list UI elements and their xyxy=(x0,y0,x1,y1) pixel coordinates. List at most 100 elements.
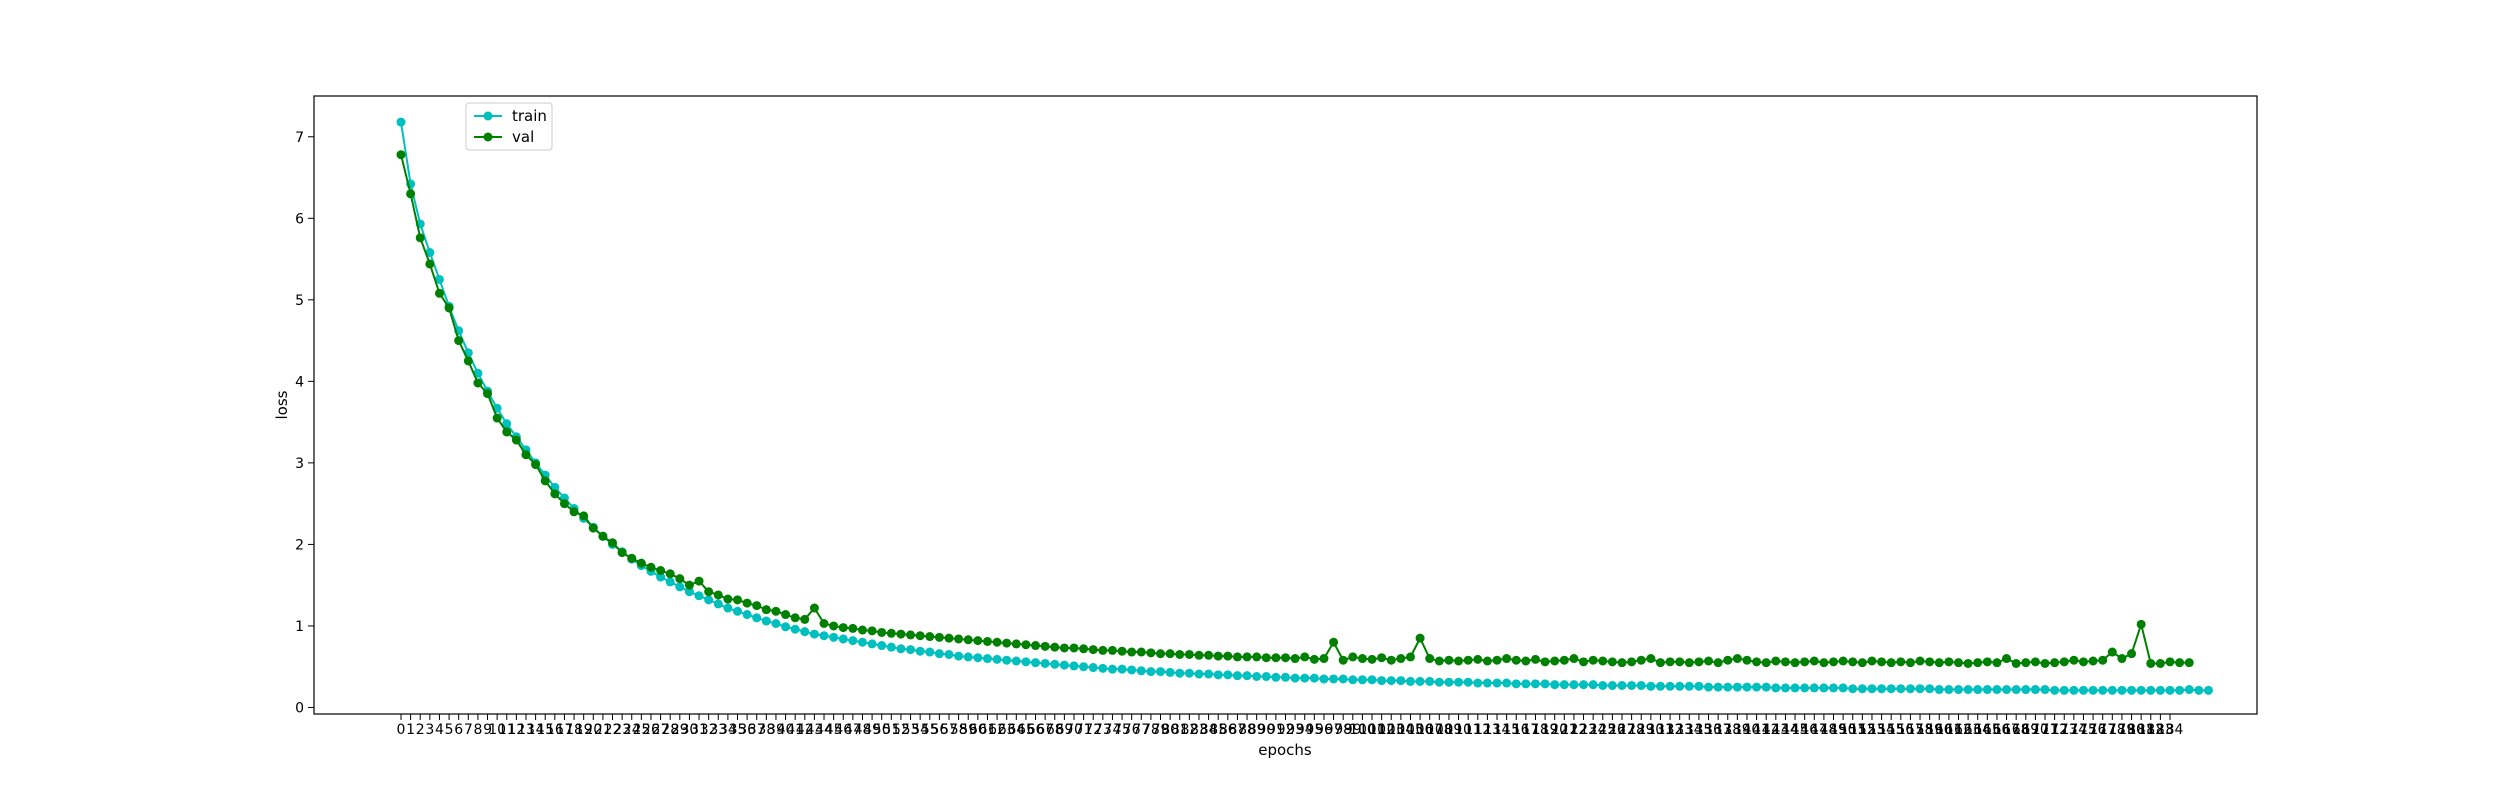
x-tick-label: 80 xyxy=(1161,722,1179,738)
x-tick-label: 19 xyxy=(575,722,593,738)
data-point-train xyxy=(1896,684,1906,694)
x-tick-label: 122 xyxy=(1561,722,1588,738)
x-tick-label: 59 xyxy=(959,722,977,738)
data-point-train xyxy=(1415,676,1425,686)
x-tick-label: 128 xyxy=(1618,722,1645,738)
data-point-val xyxy=(1088,645,1098,655)
data-point-train xyxy=(1107,664,1117,674)
x-tick-label: 181 xyxy=(2128,722,2155,738)
x-tick-label: 99 xyxy=(1344,722,1362,738)
data-point-train xyxy=(829,632,839,642)
x-tick-label: 51 xyxy=(882,722,900,738)
data-point-train xyxy=(2021,685,2031,695)
data-point-val xyxy=(1146,648,1156,658)
data-point-train xyxy=(1329,674,1339,684)
data-point-train xyxy=(1973,685,1983,695)
data-point-val xyxy=(1184,649,1194,659)
data-point-train xyxy=(1405,676,1415,686)
x-tick-label: 108 xyxy=(1426,722,1453,738)
data-point-val xyxy=(790,613,800,623)
data-point-val xyxy=(1973,658,1983,668)
data-point-train xyxy=(1300,673,1310,683)
x-tick-label: 146 xyxy=(1791,722,1818,738)
data-point-val xyxy=(1002,638,1012,648)
x-tick-label: 52 xyxy=(892,722,910,738)
data-point-val xyxy=(684,580,694,590)
x-tick-label: 17 xyxy=(556,722,574,738)
data-point-train xyxy=(1425,676,1435,686)
data-point-train xyxy=(1771,683,1781,693)
data-point-val xyxy=(2002,654,2012,664)
data-point-train xyxy=(781,622,791,632)
data-point-val xyxy=(1665,657,1675,667)
series-train xyxy=(396,117,2213,695)
data-point-val xyxy=(1396,654,1406,664)
data-point-train xyxy=(790,624,800,634)
x-tick-label: 103 xyxy=(1378,722,1405,738)
x-tick-label: 9 xyxy=(483,722,492,738)
data-point-train xyxy=(1953,685,1963,695)
x-tick-label: 180 xyxy=(2118,722,2145,738)
x-tick-label: 178 xyxy=(2099,722,2126,738)
data-point-train xyxy=(1569,680,1579,690)
data-point-val xyxy=(829,621,839,631)
data-point-train xyxy=(723,603,733,613)
y-tick-label: 6 xyxy=(295,211,304,227)
data-point-val xyxy=(444,303,454,313)
data-point-train xyxy=(1915,684,1925,694)
data-point-train xyxy=(1213,670,1223,680)
x-tick-label: 109 xyxy=(1436,722,1463,738)
data-point-val xyxy=(925,632,935,642)
data-point-val xyxy=(761,605,771,615)
x-tick-label: 179 xyxy=(2109,722,2136,738)
data-point-val xyxy=(1117,646,1127,656)
y-tick-label: 0 xyxy=(295,700,304,716)
x-tick-label: 77 xyxy=(1132,722,1150,738)
x-tick-label: 166 xyxy=(1984,722,2011,738)
x-tick-label: 26 xyxy=(642,722,660,738)
x-tick-label: 3 xyxy=(425,722,434,738)
data-point-val xyxy=(1223,651,1233,661)
data-point-val xyxy=(656,566,666,576)
data-point-val xyxy=(1300,652,1310,662)
data-point-train xyxy=(1752,682,1762,692)
data-point-train xyxy=(704,595,714,605)
x-tick-label: 112 xyxy=(1464,722,1491,738)
x-tick-label: 64 xyxy=(1007,722,1025,738)
data-point-train xyxy=(857,637,867,647)
data-point-train xyxy=(694,591,704,601)
x-tick-label: 142 xyxy=(1753,722,1780,738)
data-point-val xyxy=(1569,654,1579,664)
x-tick-label: 123 xyxy=(1570,722,1597,738)
x-tick-label: 124 xyxy=(1580,722,1607,738)
data-point-train xyxy=(1309,673,1319,683)
data-point-train xyxy=(1117,664,1127,674)
x-tick-label: 140 xyxy=(1734,722,1761,738)
data-point-val xyxy=(425,259,435,269)
data-point-val xyxy=(1309,654,1319,664)
x-tick-label: 20 xyxy=(584,722,602,738)
data-point-val xyxy=(1800,657,1810,667)
x-tick-label: 147 xyxy=(1801,722,1828,738)
data-point-val xyxy=(2059,657,2069,667)
data-point-train xyxy=(982,654,992,664)
data-point-val xyxy=(521,450,531,460)
data-point-val xyxy=(1732,654,1742,664)
data-point-train xyxy=(713,599,723,609)
data-point-train xyxy=(2069,685,2079,695)
x-tick-label: 91 xyxy=(1267,722,1285,738)
x-tick-label: 25 xyxy=(632,722,650,738)
x-tick-label: 63 xyxy=(998,722,1016,738)
data-point-val xyxy=(1213,651,1223,661)
data-point-val xyxy=(2040,658,2050,668)
x-tick-label: 118 xyxy=(1522,722,1549,738)
x-tick-label: 134 xyxy=(1676,722,1703,738)
data-point-val xyxy=(531,460,541,470)
data-point-train xyxy=(1934,685,1944,695)
data-point-val xyxy=(1877,657,1887,667)
data-point-train xyxy=(771,619,781,629)
x-tick-label: 173 xyxy=(2051,722,2078,738)
data-point-val xyxy=(1098,645,1108,655)
x-tick-label: 22 xyxy=(604,722,622,738)
plot-area xyxy=(314,96,2257,714)
